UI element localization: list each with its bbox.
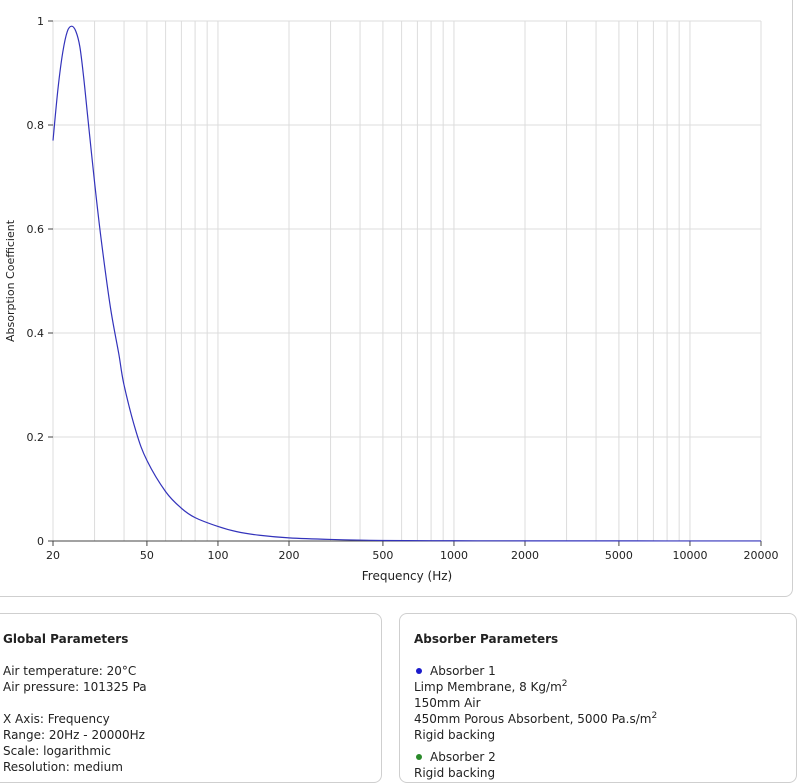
- y-tick-label-3: 0.6: [27, 223, 45, 236]
- y-axis-ticks: 0 0.2 0.4 0.6 0.8 1: [27, 15, 53, 548]
- x-tick-label-1: 50: [140, 549, 154, 562]
- chart-frame: [0, 0, 793, 597]
- x-axis-ticks: 20 50 100 200 500 1000 2000 5000 10000 20000: [46, 541, 779, 562]
- global-parameters-title: Global Parameters: [3, 632, 129, 646]
- absorber-parameters-panel: Absorber Parameters Absorber 1 Limp Memb…: [399, 613, 797, 783]
- range-setting: Range: 20Hz - 20000Hz: [3, 728, 145, 742]
- absorber-parameters-title: Absorber Parameters: [414, 632, 559, 646]
- x-tick-label-9: 20000: [744, 549, 779, 562]
- absorber-2-layer-1: Rigid backing: [414, 766, 496, 780]
- scale-setting: Scale: logarithmic: [3, 744, 111, 758]
- x-tick-label-2: 100: [207, 549, 228, 562]
- absorber-1-color-dot: [416, 668, 422, 674]
- absorber-1-layer-4: Rigid backing: [414, 728, 496, 742]
- x-tick-label-3: 200: [279, 549, 300, 562]
- x-tick-label-7: 5000: [605, 549, 633, 562]
- grid-lines: [52, 20, 762, 541]
- x-tick-label-5: 1000: [440, 549, 468, 562]
- resolution-setting: Resolution: medium: [3, 760, 123, 774]
- global-parameters-panel: Global Parameters Air temperature: 20°C …: [0, 613, 382, 783]
- y-tick-label-5: 1: [37, 15, 44, 28]
- x-tick-label-6: 2000: [511, 549, 539, 562]
- y-tick-label-1: 0.2: [27, 431, 45, 444]
- x-axis-label: Frequency (Hz): [362, 569, 453, 583]
- air-pressure: Air pressure: 101325 Pa: [3, 680, 147, 694]
- x-tick-label-8: 10000: [672, 549, 707, 562]
- absorber-1-name: Absorber 1: [430, 664, 496, 678]
- absorber-1-header[interactable]: Absorber 1: [414, 663, 796, 679]
- absorber-1-layer-3: 450mm Porous Absorbent, 5000 Pa.s/m2: [414, 711, 658, 727]
- y-tick-label-2: 0.4: [27, 327, 45, 340]
- absorber-2-color-dot: [416, 754, 422, 760]
- absorber-1-layer-1: Limp Membrane, 8 Kg/m2: [414, 679, 568, 695]
- x-tick-label-4: 500: [372, 549, 393, 562]
- absorber-2-name: Absorber 2: [430, 750, 496, 764]
- absorber-2-header[interactable]: Absorber 2: [414, 749, 796, 765]
- air-temperature: Air temperature: 20°C: [3, 664, 137, 678]
- y-tick-label-4: 0.8: [27, 119, 45, 132]
- absorber-1-layer-2: 150mm Air: [414, 696, 481, 710]
- y-axis-label: Absorption Coefficient: [4, 219, 17, 342]
- x-axis-setting: X Axis: Frequency: [3, 712, 110, 726]
- series-line: [52, 25, 762, 542]
- y-tick-label-0: 0: [37, 535, 44, 548]
- absorption-chart: 20 50 100 200 500 1000 2000 5000 10000 20000 0 0.2…: [4, 15, 779, 583]
- x-tick-label-0: 20: [46, 549, 60, 562]
